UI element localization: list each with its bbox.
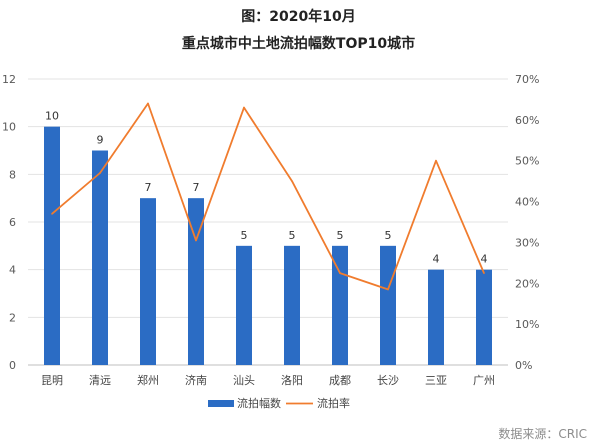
rate-point <box>147 102 149 105</box>
bar-data-label: 7 <box>193 181 200 194</box>
category-label: 昆明 <box>41 374 63 387</box>
bar-data-label: 4 <box>433 253 440 266</box>
category-label: 广州 <box>473 374 495 387</box>
category-label: 清远 <box>89 374 111 387</box>
bar-data-label: 4 <box>481 253 488 266</box>
bar <box>476 269 492 365</box>
bar <box>236 245 252 365</box>
bar-data-label: 5 <box>289 229 296 242</box>
legend-swatch-bars <box>208 400 234 407</box>
legend: 流拍幅数 流拍率 <box>208 396 350 410</box>
bar <box>44 126 60 366</box>
chart-title-line1: 图：2020年10月 <box>241 9 356 25</box>
category-label: 洛阳 <box>281 373 303 387</box>
bar <box>428 269 444 365</box>
left-tick-label: 10 <box>2 121 16 134</box>
bar-data-label: 5 <box>241 229 248 242</box>
left-axis-ticks: 0 2 4 6 8 10 12 <box>2 73 16 372</box>
legend-label-bars: 流拍幅数 <box>237 396 281 410</box>
rate-point <box>339 272 341 274</box>
left-tick-label: 6 <box>9 216 16 229</box>
category-label: 汕头 <box>233 374 255 387</box>
left-tick-label: 8 <box>9 168 16 181</box>
right-tick-label: 60% <box>515 114 539 127</box>
rate-point <box>51 213 53 215</box>
bar-data-label: 9 <box>97 134 104 147</box>
bar-data-labels: 10 9 7 7 5 5 5 5 4 4 <box>45 110 488 266</box>
bar-data-label: 10 <box>45 110 59 123</box>
right-tick-label: 0% <box>515 359 532 372</box>
left-tick-label: 12 <box>2 73 16 86</box>
data-source: 数据来源：CRIC <box>498 427 587 441</box>
left-tick-label: 0 <box>9 359 16 372</box>
line-series <box>51 102 485 291</box>
bar <box>284 245 300 365</box>
right-tick-label: 10% <box>515 318 539 331</box>
bar-data-label: 5 <box>385 229 392 242</box>
rate-point <box>195 239 197 242</box>
left-tick-label: 4 <box>9 264 16 277</box>
right-tick-label: 70% <box>515 73 539 86</box>
bar <box>140 198 156 365</box>
right-tick-label: 50% <box>515 155 539 168</box>
right-tick-label: 40% <box>515 196 539 209</box>
left-tick-label: 2 <box>9 311 16 324</box>
bar-data-label: 7 <box>145 181 152 194</box>
category-label: 长沙 <box>377 374 399 387</box>
right-tick-label: 20% <box>515 277 539 290</box>
right-tick-label: 30% <box>515 236 539 249</box>
rate-point <box>435 159 437 162</box>
bar <box>380 245 396 365</box>
category-label: 郑州 <box>137 373 159 387</box>
right-axis-ticks: 0% 10% 20% 30% 40% 50% 60% 70% <box>515 73 539 372</box>
category-label: 三亚 <box>425 374 447 387</box>
rate-point <box>387 288 389 291</box>
category-label: 成都 <box>329 374 351 387</box>
chart-title-line2: 重点城市中土地流拍幅数TOP10城市 <box>181 36 416 52</box>
bar <box>332 245 348 365</box>
bar <box>188 198 204 365</box>
category-label: 济南 <box>185 373 207 387</box>
category-labels: 昆明 清远 郑州 济南 汕头 洛阳 成都 长沙 三亚 广州 <box>41 373 495 387</box>
rate-point <box>243 106 245 109</box>
rate-point <box>99 172 101 174</box>
bar-data-label: 5 <box>337 229 344 242</box>
legend-label-line: 流拍率 <box>317 396 350 410</box>
rate-point <box>291 180 293 182</box>
rate-line <box>51 102 485 291</box>
rate-point <box>483 272 485 274</box>
bar <box>92 150 108 365</box>
bar-series <box>44 126 492 366</box>
